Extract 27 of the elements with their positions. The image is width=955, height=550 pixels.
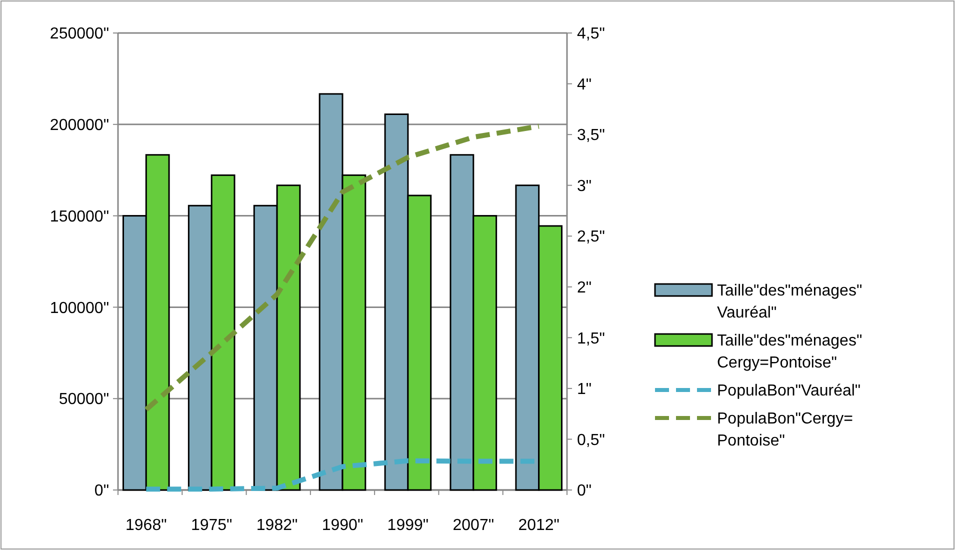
legend-label: Taille"des"ménages" Vauréal" (717, 282, 862, 322)
y2-tick-label: 0" (577, 482, 592, 500)
x-tick-label: 2012" (518, 517, 560, 534)
legend-label: Taille"des"ménages" Cergy=Pontoise" (717, 332, 862, 372)
y2-tick-label: 3" (577, 178, 592, 195)
x-tick-label: 1968" (126, 517, 167, 534)
y-tick-label: 150000" (50, 208, 109, 226)
x-tick-label: 1990" (322, 517, 364, 534)
x-tick-label: 1999" (387, 517, 429, 534)
y2-tick-label: 2,5" (577, 228, 605, 246)
x-tick-label: 2007" (452, 517, 494, 534)
x-tick-label: 1975" (190, 517, 232, 534)
legend-label: PopulaBon"Cergy=Pontoise" (717, 410, 853, 450)
y2-tick-label: 3,5" (577, 127, 605, 144)
y2-tick-label: 4,5" (577, 26, 605, 43)
y-tick-label: 100000" (50, 300, 109, 317)
y2-tick-label: 0,5" (577, 432, 605, 449)
y2-tick-label: 1" (577, 381, 592, 398)
x-tick-label: 1982" (256, 517, 298, 534)
y2-tick-label: 4" (577, 76, 592, 94)
y-tick-label: 250000" (50, 26, 109, 43)
y-tick-label: 50000" (58, 391, 109, 408)
y2-tick-label: 2" (577, 279, 592, 296)
y-tick-label: 0" (94, 482, 109, 500)
y-tick-label: 200000" (50, 117, 109, 134)
y2-tick-label: 1,5" (577, 330, 605, 348)
legend-label: PopulaBon"Vauréal" (717, 382, 861, 400)
